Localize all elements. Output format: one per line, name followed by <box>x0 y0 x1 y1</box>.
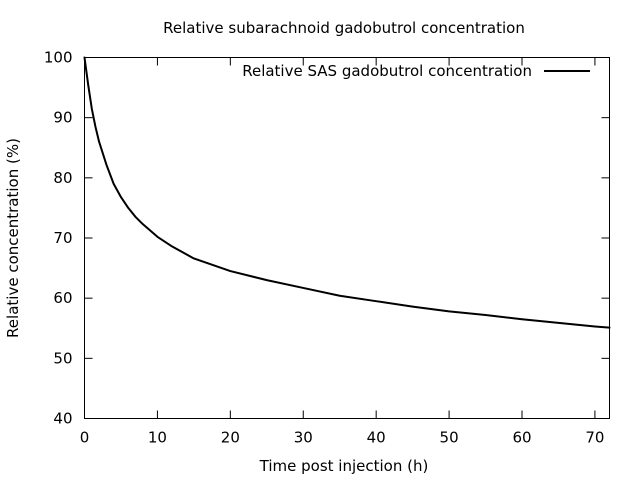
chart-title: Relative subarachnoid gadobutrol concent… <box>163 19 525 37</box>
y-tick-label: 80 <box>53 169 72 187</box>
y-axis-title: Relative concentration (%) <box>4 138 22 338</box>
series-layer <box>83 56 611 329</box>
y-tick-label: 100 <box>44 49 73 67</box>
legend-label: Relative SAS gadobutrol concentration <box>242 62 532 80</box>
x-tick-label: 70 <box>585 429 604 447</box>
y-tick-label: 70 <box>53 229 72 247</box>
y-tick-label: 90 <box>53 109 72 127</box>
x-tick-label: 50 <box>440 429 459 447</box>
x-tick-label: 10 <box>148 429 167 447</box>
x-tick-label: 40 <box>367 429 386 447</box>
x-axis-title: Time post injection (h) <box>259 457 429 475</box>
y-tick-label: 50 <box>53 349 72 367</box>
x-tick-label: 30 <box>294 429 313 447</box>
x-tick-label: 0 <box>80 429 90 447</box>
y-tick-label: 60 <box>53 289 72 307</box>
ticks-layer: 0 10 20 30 40 50 60 70 40 50 60 70 80 90 100 <box>44 49 610 447</box>
plot-frame <box>84 57 610 419</box>
x-tick-label: 60 <box>512 429 531 447</box>
x-tick-label: 20 <box>221 429 240 447</box>
y-tick-label: 40 <box>53 410 72 428</box>
series-line <box>83 56 611 329</box>
legend: Relative SAS gadobutrol concentration <box>242 62 590 80</box>
